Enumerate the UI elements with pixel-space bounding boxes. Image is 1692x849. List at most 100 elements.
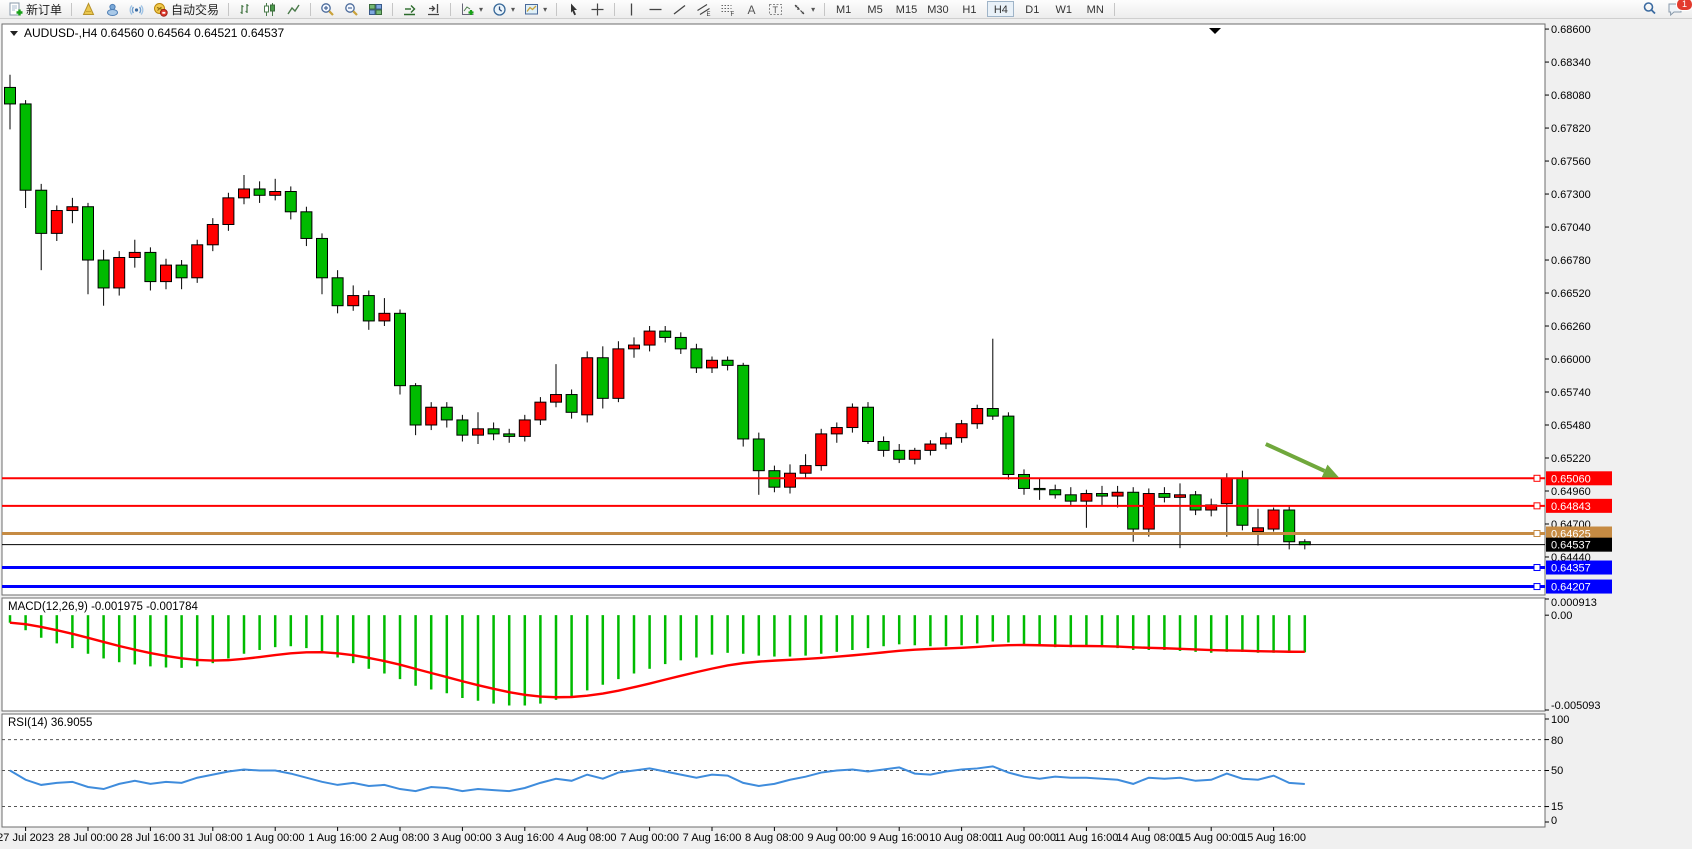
price-badge bbox=[1546, 526, 1612, 541]
date-label: 7 Aug 00:00 bbox=[620, 832, 679, 844]
chat-badge: 1 bbox=[1676, 0, 1692, 11]
crosshair-button[interactable] bbox=[586, 1, 609, 18]
candle bbox=[1127, 491, 1140, 530]
svg-text:E: E bbox=[707, 12, 711, 17]
price-badge-label: 0.64537 bbox=[1551, 540, 1591, 552]
candle bbox=[924, 443, 937, 451]
svg-text:F: F bbox=[731, 12, 735, 17]
tile-windows-button[interactable] bbox=[364, 1, 387, 18]
trendline-button[interactable] bbox=[668, 1, 691, 18]
candle bbox=[721, 359, 734, 366]
line-anchor[interactable] bbox=[1533, 502, 1541, 510]
cursor-button[interactable] bbox=[562, 1, 585, 18]
periods-button[interactable]: ▾ bbox=[488, 1, 519, 18]
tf-mn-button[interactable]: MN bbox=[1082, 1, 1109, 17]
tf-h1-button[interactable]: H1 bbox=[956, 1, 983, 17]
price-badge bbox=[1546, 471, 1612, 486]
macd-label: MACD(12,26,9) -0.001975 -0.001784 bbox=[8, 601, 198, 613]
template-icon bbox=[524, 2, 539, 17]
tf-m15-button[interactable]: M15 bbox=[893, 1, 920, 17]
macd-axis-label: -0.005093 bbox=[1551, 700, 1601, 712]
candle bbox=[378, 312, 391, 322]
indicators-button[interactable]: ▾ bbox=[456, 1, 487, 18]
horizontal-line-button[interactable] bbox=[644, 1, 667, 18]
tf-m30-button[interactable]: M30 bbox=[924, 1, 951, 17]
templates-button[interactable]: ▾ bbox=[520, 1, 551, 18]
candle bbox=[862, 406, 874, 442]
price-tick-label: 0.68340 bbox=[1551, 57, 1591, 69]
candle bbox=[659, 330, 672, 338]
candle bbox=[113, 256, 126, 289]
tf-m1-button[interactable]: M1 bbox=[830, 1, 857, 17]
line-anchor[interactable] bbox=[1533, 564, 1541, 572]
fibonacci-button[interactable]: F bbox=[716, 1, 739, 18]
candle bbox=[612, 348, 625, 399]
candle bbox=[1002, 415, 1015, 475]
price-badge bbox=[1546, 579, 1612, 594]
candle bbox=[846, 406, 859, 429]
signals-button[interactable] bbox=[125, 1, 148, 18]
chart-line-button[interactable] bbox=[282, 1, 305, 18]
line-anchor[interactable] bbox=[1533, 530, 1541, 538]
tile-windows-icon bbox=[368, 2, 383, 17]
date-label: 15 Aug 00:00 bbox=[1179, 832, 1244, 844]
candle bbox=[503, 433, 516, 437]
channel-button[interactable]: E bbox=[692, 1, 715, 18]
tf-h4-button[interactable]: H4 bbox=[987, 1, 1015, 17]
rsi-axis-label: 0 bbox=[1551, 815, 1557, 827]
new-order-button[interactable]: 新订单 bbox=[4, 1, 66, 18]
price-badge bbox=[1546, 537, 1612, 552]
candle bbox=[19, 103, 32, 191]
date-label: 7 Aug 16:00 bbox=[683, 832, 742, 844]
tf-m5-button[interactable]: M5 bbox=[862, 1, 889, 17]
arrow-annotation[interactable] bbox=[1264, 442, 1326, 473]
text-button[interactable]: A bbox=[740, 1, 763, 18]
line-anchor[interactable] bbox=[1533, 474, 1541, 482]
tf-w1-button[interactable]: W1 bbox=[1050, 1, 1077, 17]
chart-candles-button[interactable] bbox=[258, 1, 281, 18]
new-order-icon bbox=[8, 2, 23, 17]
zoom-out-button[interactable] bbox=[340, 1, 363, 18]
toolbar-separator bbox=[450, 2, 452, 16]
main-pane[interactable] bbox=[1, 23, 1546, 596]
date-label: 14 Aug 08:00 bbox=[1116, 832, 1181, 844]
candle bbox=[737, 364, 750, 440]
date-label: 3 Aug 16:00 bbox=[495, 832, 554, 844]
price-tick-label: 0.65480 bbox=[1551, 420, 1591, 432]
auto-scroll-button[interactable] bbox=[398, 1, 421, 18]
arrow-annotation-head[interactable] bbox=[1321, 464, 1340, 478]
zoom-in-button[interactable] bbox=[316, 1, 339, 18]
chart-title: AUDUSD-,H4 0.64560 0.64564 0.64521 0.645… bbox=[24, 26, 285, 40]
svg-text:T: T bbox=[773, 5, 779, 15]
community-button[interactable] bbox=[101, 1, 124, 18]
candle bbox=[1236, 477, 1249, 526]
candle bbox=[50, 210, 63, 234]
date-label: 1 Aug 16:00 bbox=[308, 832, 367, 844]
date-label: 4 Aug 08:00 bbox=[558, 832, 617, 844]
search-button[interactable] bbox=[1638, 1, 1662, 18]
rsi-axis-label: 50 bbox=[1551, 765, 1563, 777]
chart-bars-button[interactable] bbox=[234, 1, 257, 18]
date-label: 28 Jul 00:00 bbox=[58, 832, 118, 844]
chart-shift-marker[interactable] bbox=[1209, 28, 1221, 34]
toolbar-separator bbox=[310, 2, 312, 16]
text-label-button[interactable]: T bbox=[764, 1, 787, 18]
line-anchor[interactable] bbox=[1533, 583, 1541, 591]
symbol-dropdown-icon[interactable] bbox=[10, 31, 18, 36]
candle bbox=[971, 408, 984, 425]
candle bbox=[1252, 527, 1264, 533]
date-label: 2 Aug 08:00 bbox=[371, 832, 430, 844]
horizontal-line-icon bbox=[648, 2, 663, 17]
autotrading-button[interactable]: 自动交易 bbox=[149, 1, 223, 18]
candle bbox=[128, 251, 141, 258]
chat-button[interactable]: 1 bbox=[1663, 0, 1692, 18]
market-button[interactable] bbox=[77, 1, 100, 18]
arrows-button[interactable]: ▾ bbox=[788, 1, 819, 18]
vertical-line-button[interactable] bbox=[620, 1, 643, 18]
tf-d1-button[interactable]: D1 bbox=[1019, 1, 1046, 17]
price-tick-label: 0.64960 bbox=[1551, 486, 1591, 498]
date-label: 1 Aug 00:00 bbox=[246, 832, 305, 844]
date-label: 3 Aug 00:00 bbox=[433, 832, 492, 844]
chart-shift-button[interactable] bbox=[422, 1, 445, 18]
